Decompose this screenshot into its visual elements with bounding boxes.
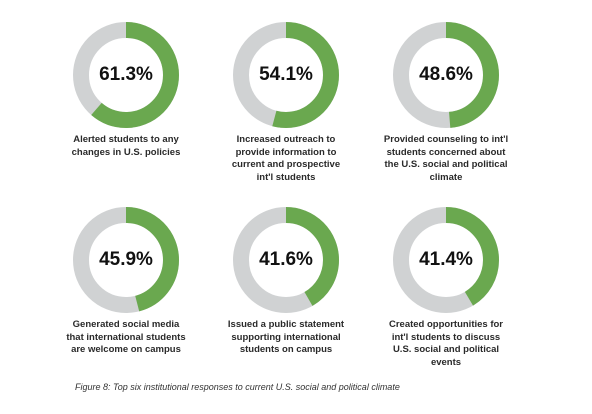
donut-chart: [73, 22, 179, 128]
category-label-line: Created opportunities for: [388, 319, 503, 330]
category-label: Issued a public statement supporting inte…: [206, 319, 366, 357]
donut-chart: [233, 207, 339, 313]
donut-chart: [73, 207, 179, 313]
category-label: Generated social media that international…: [46, 319, 206, 357]
donut-chart: [393, 207, 499, 313]
category-label-line: Issued a public statement: [227, 319, 345, 330]
category-label-line: events: [430, 356, 462, 368]
category-label-line: provide information to: [235, 146, 337, 158]
category-label-line: Generated social media: [72, 319, 180, 330]
category-label-line: that international students: [66, 331, 186, 343]
category-label-line: students on campus: [239, 344, 333, 355]
category-label-line: supporting international: [231, 331, 341, 343]
percentage-label: 45.9%: [99, 249, 153, 270]
donut-value-segment: [233, 207, 339, 313]
category-label-line: the U.S. social and political: [384, 159, 508, 170]
category-label-line: students concerned about: [386, 146, 506, 158]
percentage-label: 54.1%: [259, 64, 313, 85]
donut-value-segment: [73, 22, 179, 128]
category-label-line: are welcome on campus: [71, 344, 181, 355]
category-label: Provided counseling to int'l students con…: [366, 134, 526, 184]
percentage-label: 61.3%: [99, 64, 153, 85]
donut-value-segment: [393, 207, 499, 313]
category-label-line: Provided counseling to int'l: [383, 134, 509, 145]
category-label-line: climate: [429, 171, 463, 183]
category-label-line: changes in U.S. policies: [71, 146, 181, 158]
percentage-label: 41.4%: [419, 249, 473, 270]
category-label-line: Increased outreach to: [236, 134, 336, 145]
figure-caption: Figure 8: Top six institutional response…: [75, 382, 400, 392]
category-label: Increased outreach to provide information…: [206, 134, 366, 184]
donut-value-segment: [233, 22, 339, 128]
donut-chart: [233, 22, 339, 128]
percentage-label: 48.6%: [419, 64, 473, 85]
percentage-label: 41.6%: [259, 249, 313, 270]
category-label-line: Alerted students to any: [73, 134, 179, 145]
category-label-line: int'l students: [256, 171, 316, 183]
donut-chart: [393, 22, 499, 128]
category-label-line: U.S. social and political: [392, 344, 500, 355]
category-label-line: int'l students to discuss: [391, 331, 501, 343]
category-label: Created opportunities for int'l students …: [366, 319, 526, 369]
category-label: Alerted students to any changes in U.S. p…: [46, 134, 206, 159]
category-label-line: current and prospective: [231, 159, 341, 170]
donut-value-segment: [393, 22, 499, 128]
donut-value-segment: [73, 207, 179, 313]
